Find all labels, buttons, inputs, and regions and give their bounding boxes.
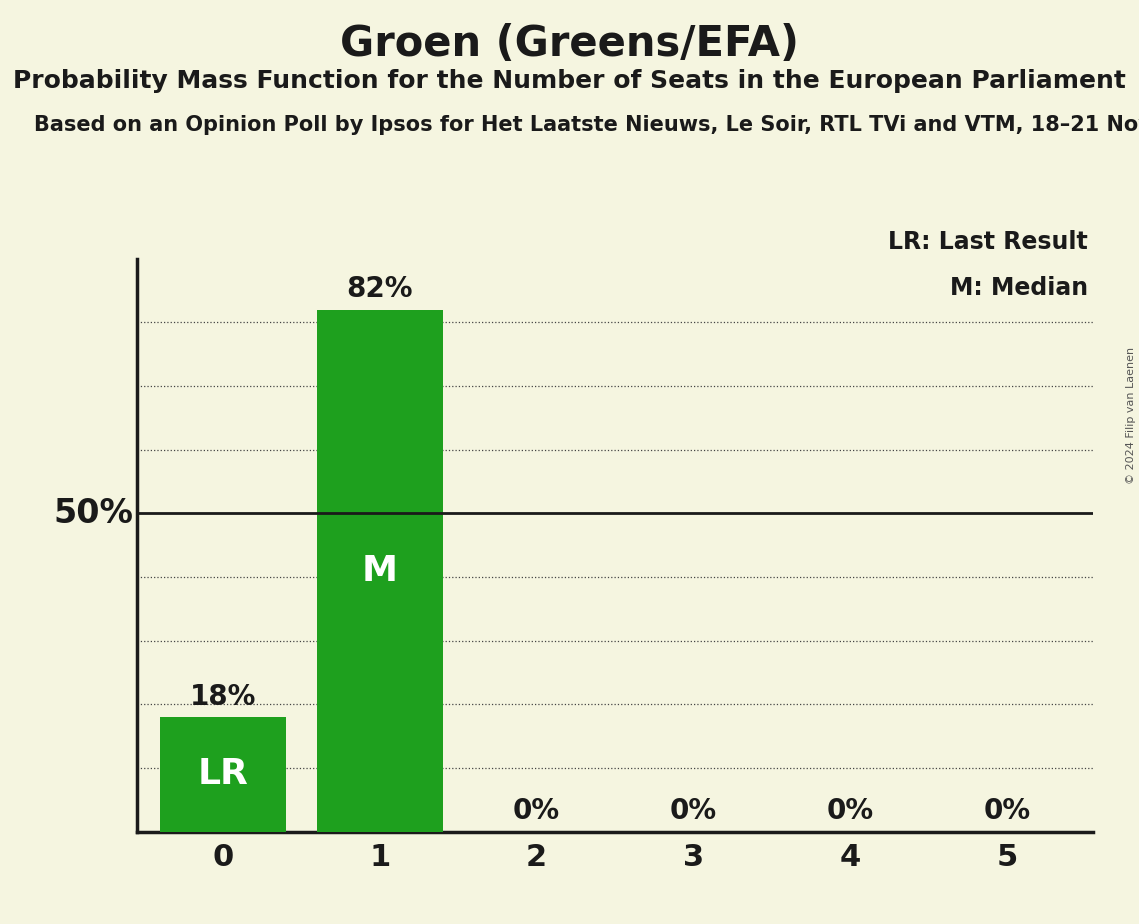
Text: Groen (Greens/EFA): Groen (Greens/EFA) xyxy=(341,23,798,65)
Text: 50%: 50% xyxy=(54,497,133,529)
Text: 82%: 82% xyxy=(346,275,413,303)
Bar xyxy=(317,310,443,832)
Bar xyxy=(161,717,286,832)
Text: LR: Last Result: LR: Last Result xyxy=(888,230,1088,254)
Text: 18%: 18% xyxy=(190,683,256,711)
Text: © 2024 Filip van Laenen: © 2024 Filip van Laenen xyxy=(1126,347,1136,484)
Text: M: M xyxy=(362,553,398,588)
Text: LR: LR xyxy=(197,758,248,791)
Text: 0%: 0% xyxy=(984,797,1031,825)
Text: Based on an Opinion Poll by Ipsos for Het Laatste Nieuws, Le Soir, RTL TVi and V: Based on an Opinion Poll by Ipsos for He… xyxy=(34,115,1139,135)
Text: Probability Mass Function for the Number of Seats in the European Parliament: Probability Mass Function for the Number… xyxy=(13,69,1126,93)
Text: 0%: 0% xyxy=(827,797,874,825)
Text: 0%: 0% xyxy=(670,797,718,825)
Text: M: Median: M: Median xyxy=(950,276,1088,300)
Text: 0%: 0% xyxy=(513,797,560,825)
